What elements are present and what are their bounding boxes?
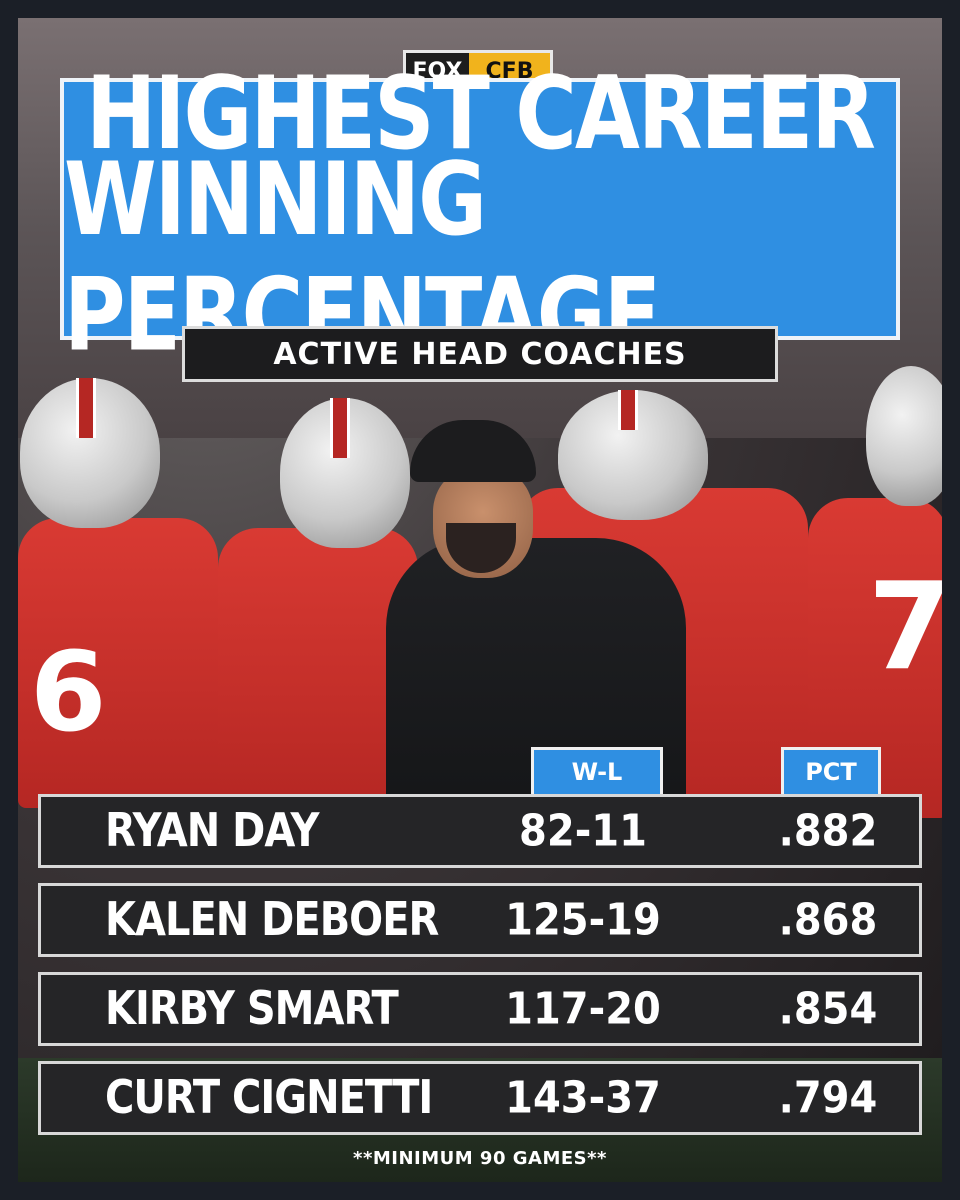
- win-loss-record: 117-20: [505, 983, 661, 1035]
- win-percentage: .794: [778, 1072, 878, 1124]
- subtitle-text: ACTIVE HEAD COACHES: [273, 336, 687, 372]
- subtitle-banner: ACTIVE HEAD COACHES: [182, 326, 778, 382]
- win-loss-record: 143-37: [505, 1072, 661, 1124]
- title-line-1: HIGHEST CAREER: [85, 54, 876, 172]
- coach-name: KALEN DEBOER: [105, 893, 439, 947]
- table-row: KIRBY SMART 117-20 .854: [38, 972, 922, 1046]
- column-header-wl: W-L: [531, 747, 663, 797]
- table-row: KALEN DEBOER 125-19 .868: [38, 883, 922, 957]
- win-percentage: .854: [778, 983, 878, 1035]
- jersey-number: 6: [30, 628, 107, 756]
- table-row: RYAN DAY 82-11 .882: [38, 794, 922, 868]
- player-jersey: [18, 518, 218, 808]
- helmet-stripe: [618, 390, 638, 430]
- player-jersey: [218, 528, 418, 808]
- coach-name: RYAN DAY: [105, 804, 319, 858]
- coach-name: CURT CIGNETTI: [105, 1071, 433, 1125]
- win-loss-record: 82-11: [519, 805, 647, 857]
- helmet-stripe: [330, 398, 350, 458]
- coach-name: KIRBY SMART: [105, 982, 399, 1036]
- title-banner: HIGHEST CAREER WINNING PERCENTAGE: [60, 55, 900, 372]
- helmet-stripe: [76, 378, 96, 438]
- column-header-pct: PCT: [781, 747, 881, 797]
- player-helmet: [866, 366, 942, 506]
- win-percentage: .868: [778, 894, 878, 946]
- coach-cap: [410, 420, 536, 482]
- jersey-number: 7: [868, 558, 942, 697]
- table-row: CURT CIGNETTI 143-37 .794: [38, 1061, 922, 1135]
- footnote: **MINIMUM 90 GAMES**: [353, 1148, 607, 1169]
- win-percentage: .882: [778, 805, 878, 857]
- win-loss-record: 125-19: [505, 894, 661, 946]
